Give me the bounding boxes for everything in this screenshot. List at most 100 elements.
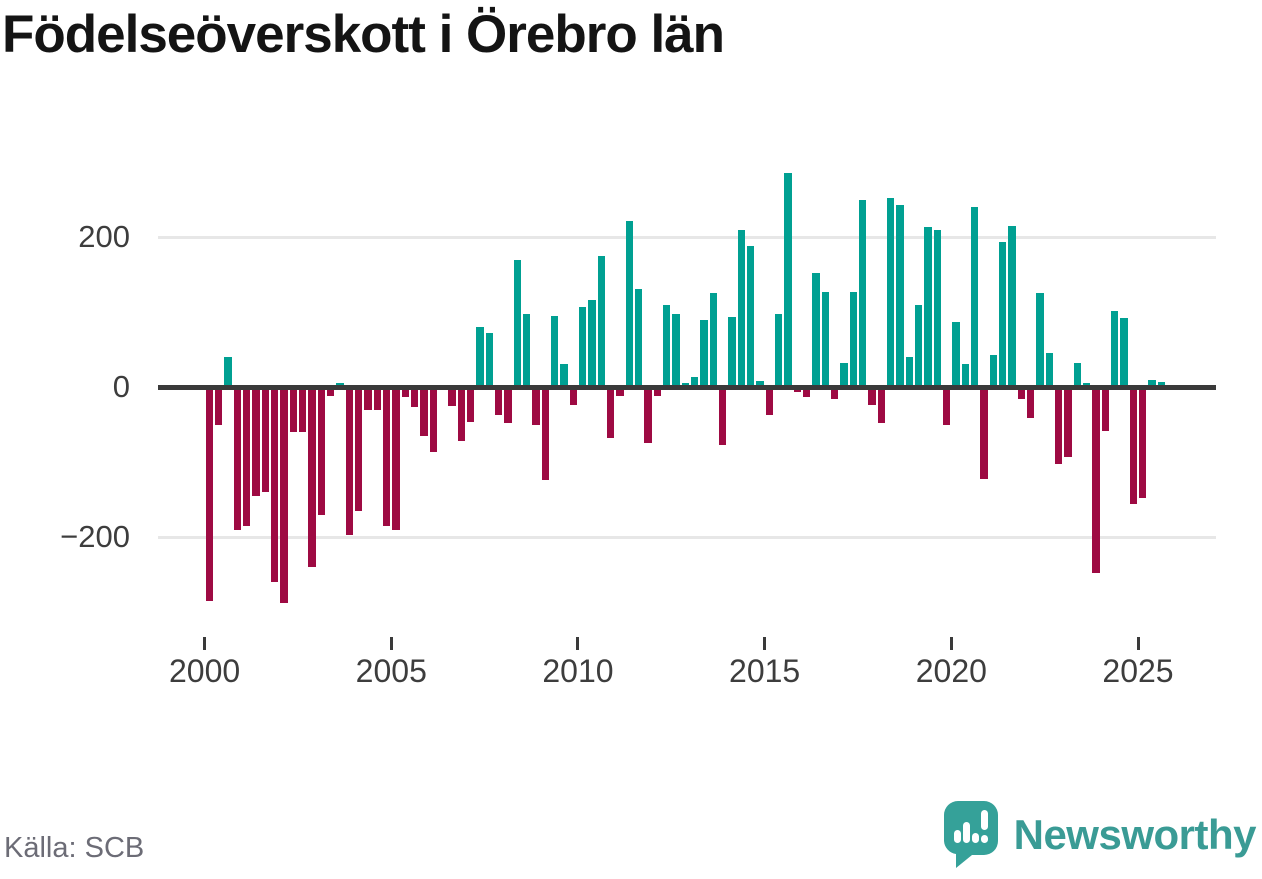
bar-2004Q2 — [364, 387, 372, 410]
source-label: Källa: SCB — [4, 832, 145, 864]
newsworthy-logo-text: Newsworthy — [1013, 811, 1257, 858]
bar-2013Q3 — [709, 293, 717, 388]
bar-2007Q2 — [476, 327, 484, 387]
gridline--200 — [158, 535, 1216, 539]
bar-2017Q2 — [849, 291, 857, 388]
bar-2021Q2 — [999, 242, 1007, 388]
bar-2011Q4 — [644, 387, 652, 444]
bar-2022Q3 — [1045, 352, 1053, 387]
y-axis-label--200: −200 — [60, 519, 130, 554]
bar-2012Q2 — [662, 304, 671, 387]
bar-2006Q4 — [457, 387, 465, 441]
bar-2016Q1 — [802, 387, 811, 397]
bar-2019Q3 — [933, 229, 941, 387]
bar-2021Q1 — [989, 354, 997, 388]
bar-2009Q2 — [550, 315, 559, 388]
bar-2025Q3 — [1157, 381, 1165, 388]
x-axis-tick-2020 — [949, 637, 953, 650]
bar-2000Q2 — [214, 387, 223, 425]
bar-2020Q3 — [971, 207, 979, 387]
bar-2008Q1 — [504, 387, 512, 423]
bar-2018Q1 — [877, 387, 885, 423]
x-axis-tick-2010 — [576, 637, 580, 650]
bar-2001Q4 — [270, 387, 279, 582]
bar-2016Q4 — [830, 387, 839, 399]
x-axis-label-2000: 2000 — [169, 653, 241, 689]
x-axis-tick-2005 — [389, 637, 393, 650]
bar-2003Q2 — [326, 387, 335, 396]
bar-2000Q4 — [233, 387, 241, 530]
y-axis-label-0: 0 — [112, 369, 130, 404]
bar-2001Q2 — [252, 387, 260, 496]
bar-2015Q1 — [765, 387, 773, 415]
bar-2019Q4 — [943, 387, 951, 425]
bar-2014Q1 — [728, 316, 736, 387]
bar-2025Q2 — [1148, 379, 1156, 387]
bar-2022Q4 — [1055, 387, 1063, 465]
gridline-0 — [158, 384, 1216, 390]
bar-2018Q3 — [896, 204, 904, 388]
x-axis-label-2005: 2005 — [355, 653, 427, 689]
bar-2014Q4 — [756, 381, 764, 387]
bar-2005Q2 — [401, 387, 409, 397]
bar-2005Q3 — [410, 387, 419, 407]
bar-2023Q2 — [1073, 363, 1081, 387]
bar-2013Q2 — [700, 319, 708, 387]
bar-2012Q1 — [653, 387, 661, 396]
bar-2002Q3 — [298, 387, 307, 432]
y-axis-label-200: 200 — [78, 219, 130, 254]
bar-2012Q3 — [672, 314, 680, 388]
bar-2016Q3 — [821, 291, 829, 388]
bar-2025Q1 — [1139, 387, 1147, 498]
bar-2010Q2 — [588, 300, 596, 387]
bar-2010Q1 — [578, 306, 587, 388]
x-axis-label-2025: 2025 — [1102, 653, 1174, 689]
bar-2020Q4 — [980, 387, 988, 480]
bar-2007Q4 — [494, 387, 503, 415]
bar-2022Q1 — [1027, 387, 1035, 418]
x-axis-label-2010: 2010 — [542, 653, 614, 689]
bar-2024Q1 — [1101, 387, 1109, 431]
bar-2002Q1 — [280, 387, 288, 603]
bar-2024Q3 — [1120, 318, 1128, 387]
x-axis-label-2015: 2015 — [729, 653, 801, 689]
bar-2003Q4 — [345, 387, 353, 535]
bar-2009Q4 — [569, 387, 577, 405]
bar-2023Q4 — [1092, 387, 1100, 573]
bar-2011Q1 — [616, 387, 624, 396]
bar-2008Q2 — [513, 259, 521, 387]
bar-2010Q4 — [606, 387, 615, 438]
bar-2007Q1 — [466, 387, 475, 422]
bar-2005Q4 — [420, 387, 428, 436]
bar-2009Q3 — [560, 363, 568, 388]
bar-2022Q2 — [1036, 292, 1044, 387]
bar-2000Q3 — [224, 357, 232, 387]
bar-2014Q2 — [737, 229, 745, 387]
bar-2003Q1 — [317, 387, 325, 515]
bar-2019Q2 — [924, 226, 932, 387]
bar-2023Q1 — [1064, 387, 1072, 457]
bar-2001Q1 — [242, 387, 251, 526]
bar-2014Q3 — [746, 246, 755, 387]
bar-2017Q4 — [868, 387, 876, 405]
bar-2020Q2 — [961, 363, 969, 388]
gridline-200 — [158, 235, 1216, 239]
bar-2015Q2 — [774, 314, 783, 388]
bar-2000Q1 — [205, 387, 213, 601]
bar-2013Q4 — [718, 387, 727, 445]
bar-2017Q1 — [840, 363, 848, 387]
x-axis-tick-2015 — [763, 637, 767, 650]
x-axis-label-2020: 2020 — [915, 653, 987, 689]
bar-2006Q3 — [448, 387, 456, 406]
bar-2021Q4 — [1017, 387, 1025, 399]
bar-2024Q4 — [1129, 387, 1137, 504]
bar-2010Q3 — [597, 255, 605, 388]
bar-2020Q1 — [952, 321, 960, 388]
bar-2006Q1 — [429, 387, 437, 452]
x-axis-tick-2000 — [203, 637, 207, 650]
bar-2017Q3 — [858, 200, 867, 388]
bar-2004Q3 — [373, 387, 381, 410]
bar-2011Q3 — [634, 288, 643, 388]
bar-2018Q2 — [886, 198, 895, 387]
